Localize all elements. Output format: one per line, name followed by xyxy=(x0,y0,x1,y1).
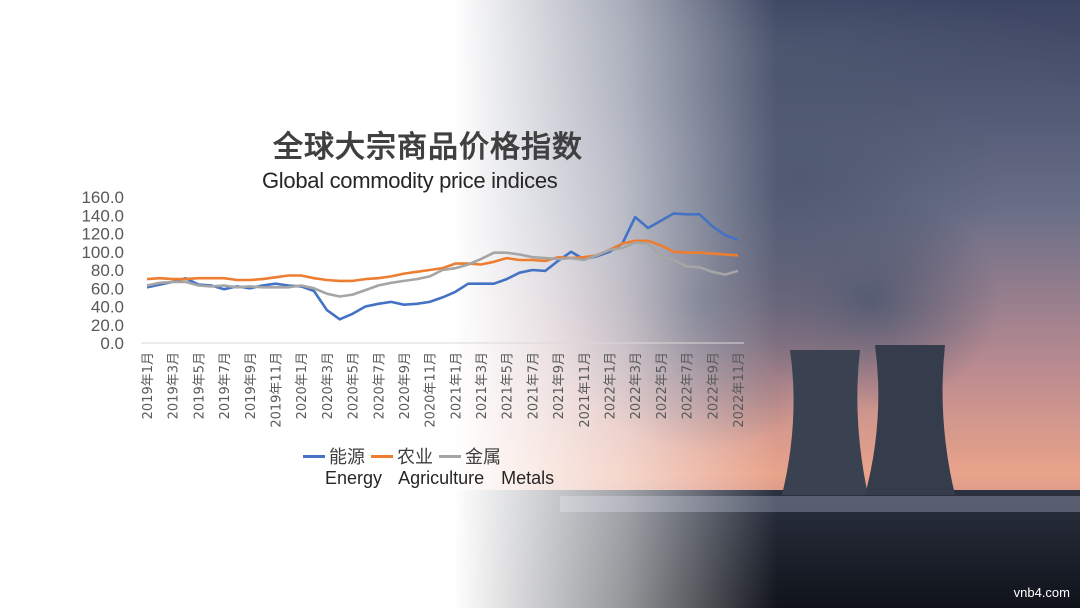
series-line-energy xyxy=(146,212,739,321)
x-tick-label: 2021年1月 xyxy=(449,352,464,419)
y-tick-label: 20.0 xyxy=(91,316,124,335)
x-tick-label: 2022年7月 xyxy=(681,352,696,419)
legend-item-agriculture: 农业 xyxy=(371,443,433,469)
legend-en-energy: Energy xyxy=(325,468,383,488)
series-line-agriculture xyxy=(146,239,739,283)
chart-title: 全球大宗商品价格指数 xyxy=(273,130,583,165)
x-tick-label: 2022年11月 xyxy=(732,352,747,428)
x-tick-label: 2022年5月 xyxy=(655,352,670,419)
x-tick-label: 2022年1月 xyxy=(604,352,619,419)
y-tick-label: 140.0 xyxy=(81,206,124,225)
x-tick-label: 2020年1月 xyxy=(295,352,310,419)
x-tick-label: 2020年5月 xyxy=(347,352,362,419)
legend-en-metals: Metals xyxy=(501,468,555,488)
legend-swatch-agriculture xyxy=(371,454,393,458)
legend-label-energy: 能源 xyxy=(329,447,365,468)
series-line-metals xyxy=(146,241,739,298)
y-tick-label: 120.0 xyxy=(81,225,124,244)
x-tick-label: 2021年5月 xyxy=(501,352,516,419)
x-tick-label: 2019年7月 xyxy=(218,352,233,419)
x-tick-label: 2019年3月 xyxy=(167,352,182,419)
x-tick-label: 2019年11月 xyxy=(269,352,284,428)
x-tick-label: 2019年1月 xyxy=(141,352,156,419)
legend-en-agriculture: Agriculture xyxy=(398,468,485,488)
x-tick-label: 2022年3月 xyxy=(629,352,644,419)
x-tick-label: 2020年7月 xyxy=(372,352,387,419)
legend: 能源 农业 金属 xyxy=(303,443,507,469)
watermark: vnb4.com xyxy=(1013,585,1070,600)
x-tick-label: 2020年3月 xyxy=(321,352,336,419)
chart-subtitle: Global commodity price indices xyxy=(262,168,558,193)
y-tick-label: 80.0 xyxy=(91,261,124,280)
x-tick-label: 2020年11月 xyxy=(424,352,439,428)
x-tick-label: 2019年9月 xyxy=(244,352,259,419)
y-tick-label: 0.0 xyxy=(100,334,124,353)
y-tick-label: 60.0 xyxy=(91,279,124,298)
x-tick-label: 2021年9月 xyxy=(552,352,567,419)
y-tick-label: 40.0 xyxy=(91,298,124,317)
legend-item-energy: 能源 xyxy=(303,443,365,469)
legend-swatch-energy xyxy=(303,454,325,458)
x-tick-label: 2021年3月 xyxy=(475,352,490,419)
x-tick-label: 2020年9月 xyxy=(398,352,413,419)
legend-item-metals: 金属 xyxy=(439,443,501,469)
y-tick-label: 100.0 xyxy=(81,243,124,262)
x-tick-label: 2022年9月 xyxy=(706,352,721,419)
legend-label-agriculture: 农业 xyxy=(397,447,433,468)
legend-label-metals: 金属 xyxy=(465,447,501,468)
x-tick-label: 2021年7月 xyxy=(526,352,541,419)
x-tick-label: 2019年5月 xyxy=(192,352,207,419)
legend-swatch-metals xyxy=(439,454,461,458)
x-tick-label: 2021年11月 xyxy=(578,352,593,428)
legend-english: Energy Agriculture Metals xyxy=(325,468,566,489)
y-tick-label: 160.0 xyxy=(81,188,124,207)
